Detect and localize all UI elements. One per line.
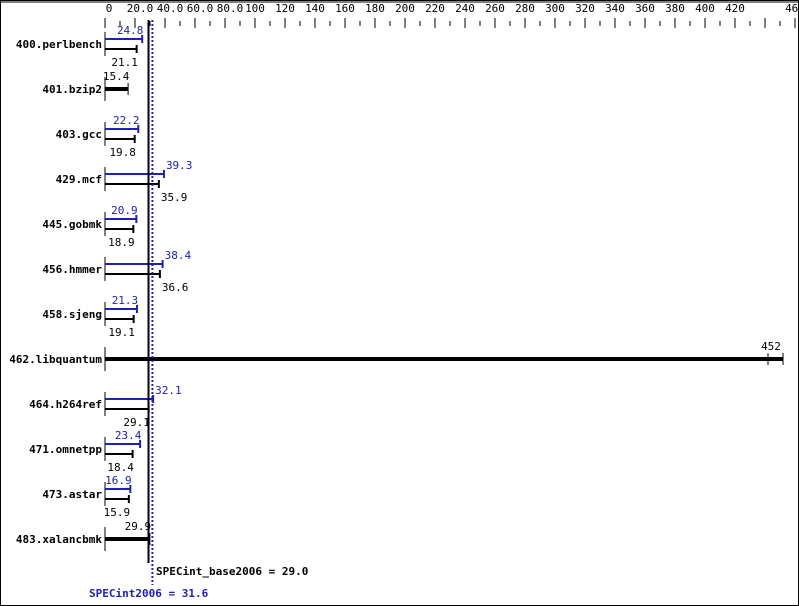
base-value-label: 19.1 xyxy=(108,326,135,339)
base-value-label: 19.8 xyxy=(109,146,136,159)
peak-value-label: 20.9 xyxy=(111,204,138,217)
tick-label: 240 xyxy=(455,2,475,15)
benchmark-label: 464.h264ref xyxy=(29,398,102,411)
base-value-label: 36.6 xyxy=(162,281,189,294)
value-label: 15.4 xyxy=(103,70,130,83)
tick-label: 20.0 xyxy=(127,2,154,15)
base-value-label: 35.9 xyxy=(161,191,188,204)
tick-label: 60.0 xyxy=(187,2,214,15)
tick-label: 220 xyxy=(425,2,445,15)
tick-label: 280 xyxy=(515,2,535,15)
peak-value-label: 24.8 xyxy=(117,24,144,37)
tick-label: 320 xyxy=(575,2,595,15)
peak-value-label: 21.3 xyxy=(112,294,139,307)
benchmark-label: 471.omnetpp xyxy=(29,443,102,456)
tick-label: 380 xyxy=(665,2,685,15)
benchmark-label: 462.libquantum xyxy=(9,353,102,366)
peak-value-label: 39.3 xyxy=(166,159,193,172)
benchmark-label: 400.perlbench xyxy=(16,38,102,51)
base-value-label: 18.9 xyxy=(108,236,135,249)
peak-value-label: 23.4 xyxy=(115,429,142,442)
peak-value-label: 16.9 xyxy=(105,474,132,487)
tick-label: 160 xyxy=(335,2,355,15)
peak-value-label: 22.2 xyxy=(113,114,140,127)
benchmark-label: 458.sjeng xyxy=(42,308,102,321)
tick-label: 120 xyxy=(275,2,295,15)
value-label: 29.9 xyxy=(125,520,152,533)
tick-label: 340 xyxy=(605,2,625,15)
tick-label: 400 xyxy=(695,2,715,15)
tick-label: 80.0 xyxy=(217,2,244,15)
base-value-label: 21.1 xyxy=(111,56,138,69)
tick-label: 0 xyxy=(106,2,113,15)
tick-label: 420 xyxy=(725,2,745,15)
tick-label: 140 xyxy=(305,2,325,15)
tick-label: 40.0 xyxy=(157,2,184,15)
benchmark-label: 445.gobmk xyxy=(42,218,102,231)
base-value-label: 18.4 xyxy=(107,461,134,474)
benchmark-label: 483.xalancbmk xyxy=(16,533,102,546)
tick-label: 460 xyxy=(785,2,799,15)
benchmark-label: 401.bzip2 xyxy=(42,83,102,96)
tick-label: 180 xyxy=(365,2,385,15)
base-value-label: 29.1 xyxy=(123,416,150,429)
value-label: 452 xyxy=(761,340,781,353)
peak-reference-label: SPECint2006 = 31.6 xyxy=(89,587,209,600)
base-reference-label: SPECint_base2006 = 29.0 xyxy=(156,565,308,578)
peak-value-label: 32.1 xyxy=(155,384,182,397)
tick-label: 360 xyxy=(635,2,655,15)
benchmark-label: 403.gcc xyxy=(56,128,102,141)
benchmark-label: 473.astar xyxy=(42,488,102,501)
tick-label: 260 xyxy=(485,2,505,15)
base-value-label: 15.9 xyxy=(104,506,131,519)
tick-label: 100 xyxy=(245,2,265,15)
tick-label: 200 xyxy=(395,2,415,15)
benchmark-label: 429.mcf xyxy=(56,173,102,186)
peak-value-label: 38.4 xyxy=(165,249,192,262)
tick-label: 300 xyxy=(545,2,565,15)
benchmark-label: 456.hmmer xyxy=(42,263,102,276)
